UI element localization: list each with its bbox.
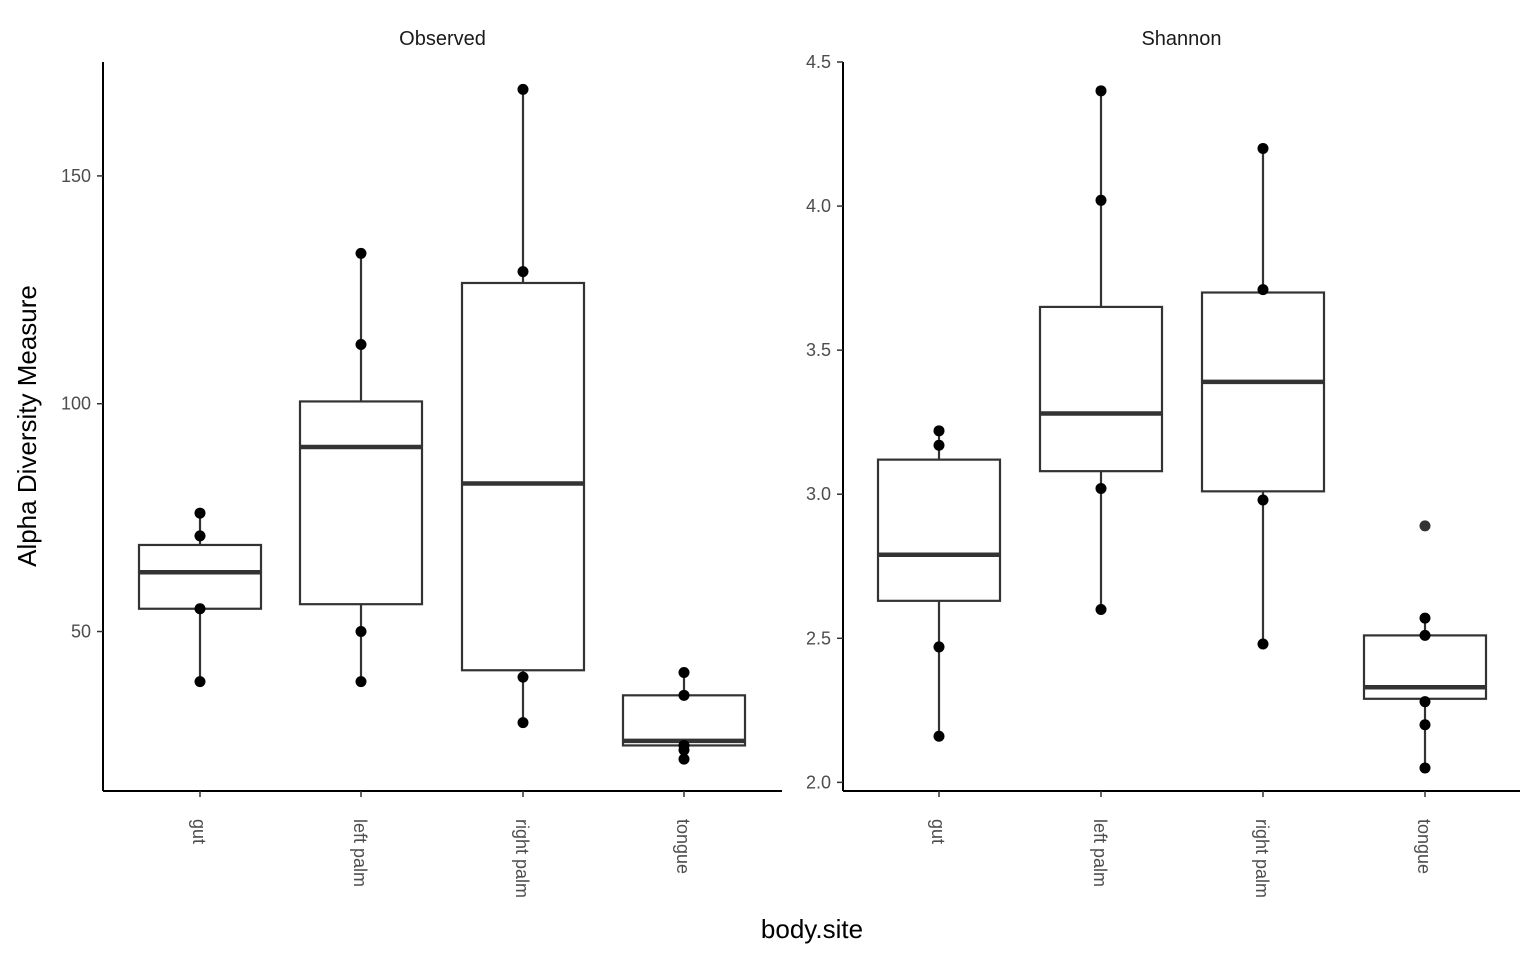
panel-shannon: Shannon 2.0 2.5 3.0 3.5 4.0 4.5 gut left palm rig… [806,28,1520,898]
iqr-box [460,281,586,672]
x-tick-label: gut [189,819,209,844]
box-gut [876,425,1002,742]
data-point [517,83,529,95]
y-tick-label: 3.0 [806,484,831,504]
data-point [933,425,945,437]
data-point [678,689,690,701]
data-point [1419,719,1431,731]
data-point [1257,638,1269,650]
x-axis-title: body.site [761,914,863,944]
data-point [933,641,945,653]
iqr-box [876,458,1002,602]
data-point [1257,494,1269,506]
data-point [355,676,367,688]
box-left-palm [298,247,424,688]
data-point [1419,696,1431,708]
iqr-box [1200,291,1326,493]
y-tick-label: 2.0 [806,772,831,792]
data-point [678,667,690,679]
panel-title: Shannon [1141,28,1221,50]
data-point [1419,629,1431,641]
iqr-box [621,694,747,747]
x-tick-label: left palm [1090,819,1110,887]
panel-observed: Observed 50 100 150 gut left palm right palm to… [61,28,782,898]
data-point [678,753,690,765]
box-gut [137,507,263,688]
y-tick-label: 4.5 [806,52,831,72]
data-point [194,530,206,542]
data-point [355,626,367,638]
x-tick-label: tongue [1414,819,1434,874]
panel-title: Observed [399,28,486,50]
data-point [678,744,690,756]
data-point [1257,284,1269,296]
data-point [194,676,206,688]
y-tick-label: 2.5 [806,628,831,648]
iqr-box [1038,305,1164,473]
iqr-box [137,543,263,610]
box-tongue [1362,520,1488,774]
data-point [1095,85,1107,97]
data-point [355,338,367,350]
box-left-palm [1038,85,1164,615]
panels-layer: Observed 50 100 150 gut left palm right palm to… [61,28,1520,898]
x-tick-label: right palm [512,819,532,898]
y-tick-label: 100 [61,394,91,414]
data-point [1257,142,1269,154]
data-point [517,717,529,729]
box-tongue [621,667,747,765]
y-axis-title: Alpha Diversity Measure [12,285,42,567]
y-tick-label: 3.5 [806,340,831,360]
data-point [1095,603,1107,615]
outlier-point [1419,520,1431,532]
data-point [517,266,529,278]
data-point [933,439,945,451]
iqr-box [298,400,424,606]
x-tick-label: left palm [350,819,370,887]
x-tick-label: right palm [1252,819,1272,898]
y-tick-label: 150 [61,166,91,186]
data-point [355,247,367,259]
y-tick-label: 50 [71,622,91,642]
box-right-palm [1200,142,1326,650]
data-point [1095,194,1107,206]
data-point [194,603,206,615]
data-point [1419,762,1431,774]
data-point [194,507,206,519]
data-point [517,671,529,683]
data-point [1419,612,1431,624]
box-right-palm [460,83,586,729]
data-point [1095,482,1107,494]
y-tick-label: 4.0 [806,196,831,216]
data-point [933,730,945,742]
x-tick-label: gut [928,819,948,844]
x-tick-label: tongue [673,819,693,874]
